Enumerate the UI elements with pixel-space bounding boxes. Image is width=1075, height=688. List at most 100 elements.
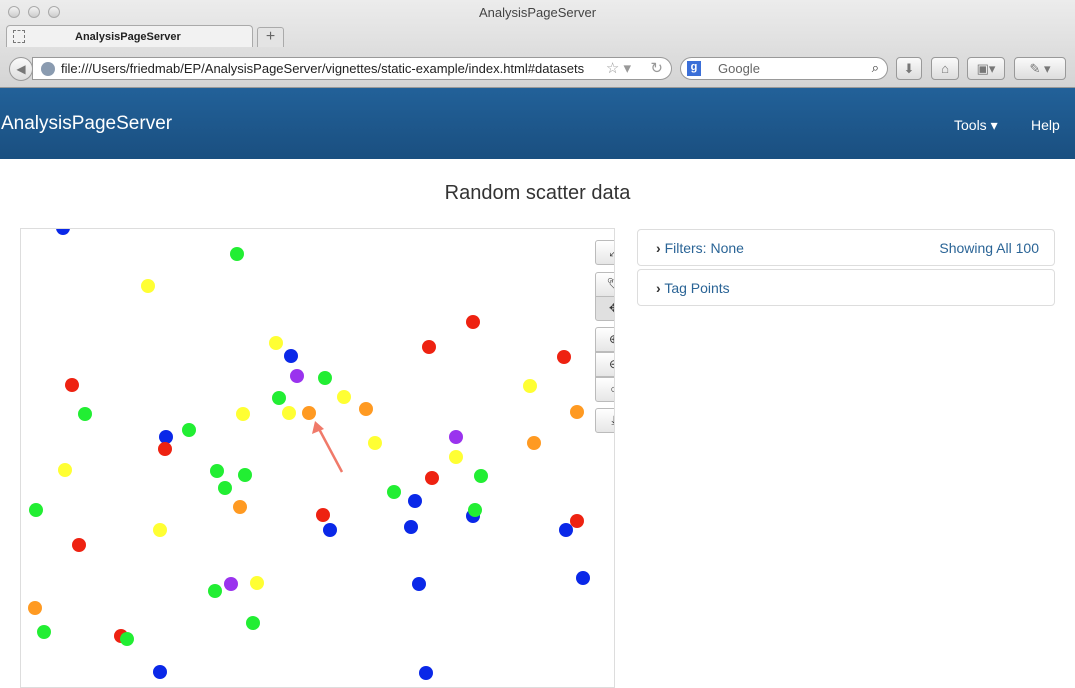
window-title: AnalysisPageServer bbox=[478, 5, 597, 20]
scatter-point-blue[interactable] bbox=[159, 430, 173, 444]
new-tab-button[interactable]: + bbox=[257, 27, 284, 47]
url-text: file:///Users/friedmab/EP/AnalysisPageSe… bbox=[61, 61, 585, 76]
pan-button[interactable]: ✥ bbox=[595, 296, 614, 321]
scatter-point-red[interactable] bbox=[425, 471, 439, 485]
minimize-window-button[interactable] bbox=[28, 6, 40, 18]
scatter-point-green[interactable] bbox=[37, 625, 51, 639]
home-button[interactable]: ⌂ bbox=[931, 57, 959, 80]
zoom-in-button[interactable]: ⊕ bbox=[595, 327, 614, 352]
bookmark-star-icon[interactable]: ☆ ▾ bbox=[601, 59, 631, 77]
filters-panel[interactable]: › Filters: None Showing All 100 bbox=[637, 229, 1055, 266]
scatter-point-blue[interactable] bbox=[153, 665, 167, 679]
scatter-point-green[interactable] bbox=[468, 503, 482, 517]
scatter-point-purple[interactable] bbox=[449, 430, 463, 444]
scatter-point-blue[interactable] bbox=[404, 520, 418, 534]
scatter-point-orange[interactable] bbox=[28, 601, 42, 615]
scatter-point-green[interactable] bbox=[218, 481, 232, 495]
tag-button[interactable]: 🏷 bbox=[595, 272, 614, 297]
bookmarks-button[interactable]: ▣▾ bbox=[967, 57, 1005, 80]
scatter-point-green[interactable] bbox=[318, 371, 332, 385]
scatter-point-blue[interactable] bbox=[284, 349, 298, 363]
search-placeholder: Google bbox=[718, 61, 760, 76]
page-title: Random scatter data bbox=[444, 182, 631, 204]
scatter-point-blue[interactable] bbox=[408, 494, 422, 508]
scatter-point-purple[interactable] bbox=[224, 577, 238, 591]
showing-count: Showing All 100 bbox=[939, 240, 1039, 256]
scatter-point-yellow[interactable] bbox=[141, 279, 155, 293]
fullscreen-button[interactable]: ⤢ bbox=[595, 240, 614, 265]
scatter-point-red[interactable] bbox=[570, 514, 584, 528]
scatter-point-yellow[interactable] bbox=[153, 523, 167, 537]
scatter-point-yellow[interactable] bbox=[449, 450, 463, 464]
scatter-point-yellow[interactable] bbox=[337, 390, 351, 404]
scatter-point-blue[interactable] bbox=[412, 577, 426, 591]
search-input[interactable]: g Google ⌕ bbox=[680, 57, 888, 80]
scatter-point-green[interactable] bbox=[78, 407, 92, 421]
scatter-point-red[interactable] bbox=[466, 315, 480, 329]
globe-icon bbox=[41, 62, 55, 76]
zoom-window-button[interactable] bbox=[48, 6, 60, 18]
scatter-point-green[interactable] bbox=[208, 584, 222, 598]
downloads-button[interactable]: ⬇ bbox=[896, 57, 922, 80]
tools-menu[interactable]: Tools ▾ bbox=[954, 117, 998, 133]
scatter-point-orange[interactable] bbox=[359, 402, 373, 416]
scatter-point-green[interactable] bbox=[120, 632, 134, 646]
scatter-point-red[interactable] bbox=[65, 378, 79, 392]
scatter-point-yellow[interactable] bbox=[523, 379, 537, 393]
scatter-point-yellow[interactable] bbox=[58, 463, 72, 477]
scatter-point-green[interactable] bbox=[238, 468, 252, 482]
google-icon: g bbox=[687, 61, 701, 76]
url-bar[interactable]: file:///Users/friedmab/EP/AnalysisPageSe… bbox=[32, 57, 672, 80]
search-icon[interactable]: ⌕ bbox=[871, 60, 879, 75]
scatter-point-blue[interactable] bbox=[559, 523, 573, 537]
scatter-point-purple[interactable] bbox=[290, 369, 304, 383]
reset-zoom-button[interactable]: ○ bbox=[595, 377, 614, 402]
scatter-point-green[interactable] bbox=[387, 485, 401, 499]
scatter-point-yellow[interactable] bbox=[250, 576, 264, 590]
help-link[interactable]: Help bbox=[1031, 117, 1060, 133]
filters-label[interactable]: › Filters: None bbox=[656, 240, 744, 256]
browser-tab[interactable]: AnalysisPageServer bbox=[6, 25, 253, 47]
scatter-point-red[interactable] bbox=[422, 340, 436, 354]
zoom-out-button[interactable]: ⊖ bbox=[595, 352, 614, 377]
scatter-point-orange[interactable] bbox=[302, 406, 316, 420]
navbar: AnalysisPageServer Tools ▾ Help bbox=[0, 88, 1075, 159]
tab-title: AnalysisPageServer bbox=[75, 31, 181, 43]
scatter-point-blue[interactable] bbox=[419, 666, 433, 680]
scatter-point-orange[interactable] bbox=[527, 436, 541, 450]
download-button[interactable]: ⤓ bbox=[595, 408, 614, 433]
scatter-point-green[interactable] bbox=[474, 469, 488, 483]
scatter-point-green[interactable] bbox=[230, 247, 244, 261]
annotation-arrow-head bbox=[312, 421, 324, 434]
scatter-point-blue[interactable] bbox=[576, 571, 590, 585]
scatter-point-orange[interactable] bbox=[233, 500, 247, 514]
close-window-button[interactable] bbox=[8, 6, 20, 18]
scatter-point-blue[interactable] bbox=[56, 229, 70, 235]
tag-points-panel[interactable]: › Tag Points bbox=[637, 269, 1055, 306]
browser-chrome: AnalysisPageServer AnalysisPageServer + … bbox=[0, 0, 1075, 88]
favicon-icon bbox=[13, 30, 25, 43]
scatter-plot[interactable]: ⤢ 🏷 ✥ ⊕ ⊖ ○ ⤓ bbox=[20, 228, 615, 688]
scatter-point-orange[interactable] bbox=[570, 405, 584, 419]
scatter-point-red[interactable] bbox=[72, 538, 86, 552]
scatter-point-yellow[interactable] bbox=[368, 436, 382, 450]
scatter-point-yellow[interactable] bbox=[282, 406, 296, 420]
back-button[interactable]: ◀ bbox=[9, 57, 33, 81]
scatter-point-green[interactable] bbox=[272, 391, 286, 405]
scatter-point-yellow[interactable] bbox=[236, 407, 250, 421]
scatter-point-yellow[interactable] bbox=[269, 336, 283, 350]
scatter-point-blue[interactable] bbox=[323, 523, 337, 537]
annotation-arrow bbox=[316, 426, 344, 473]
scatter-point-green[interactable] bbox=[210, 464, 224, 478]
scatter-point-green[interactable] bbox=[29, 503, 43, 517]
extensions-button[interactable]: ✎ ▾ bbox=[1014, 57, 1066, 80]
scatter-point-green[interactable] bbox=[182, 423, 196, 437]
scatter-point-red[interactable] bbox=[316, 508, 330, 522]
scatter-point-green[interactable] bbox=[246, 616, 260, 630]
scatter-point-red[interactable] bbox=[557, 350, 571, 364]
scatter-point-red[interactable] bbox=[158, 442, 172, 456]
brand-link[interactable]: AnalysisPageServer bbox=[1, 113, 173, 134]
reload-icon[interactable]: ↻ bbox=[650, 60, 663, 77]
tag-points-label[interactable]: › Tag Points bbox=[656, 280, 730, 296]
scatter-svg bbox=[28, 229, 590, 680]
